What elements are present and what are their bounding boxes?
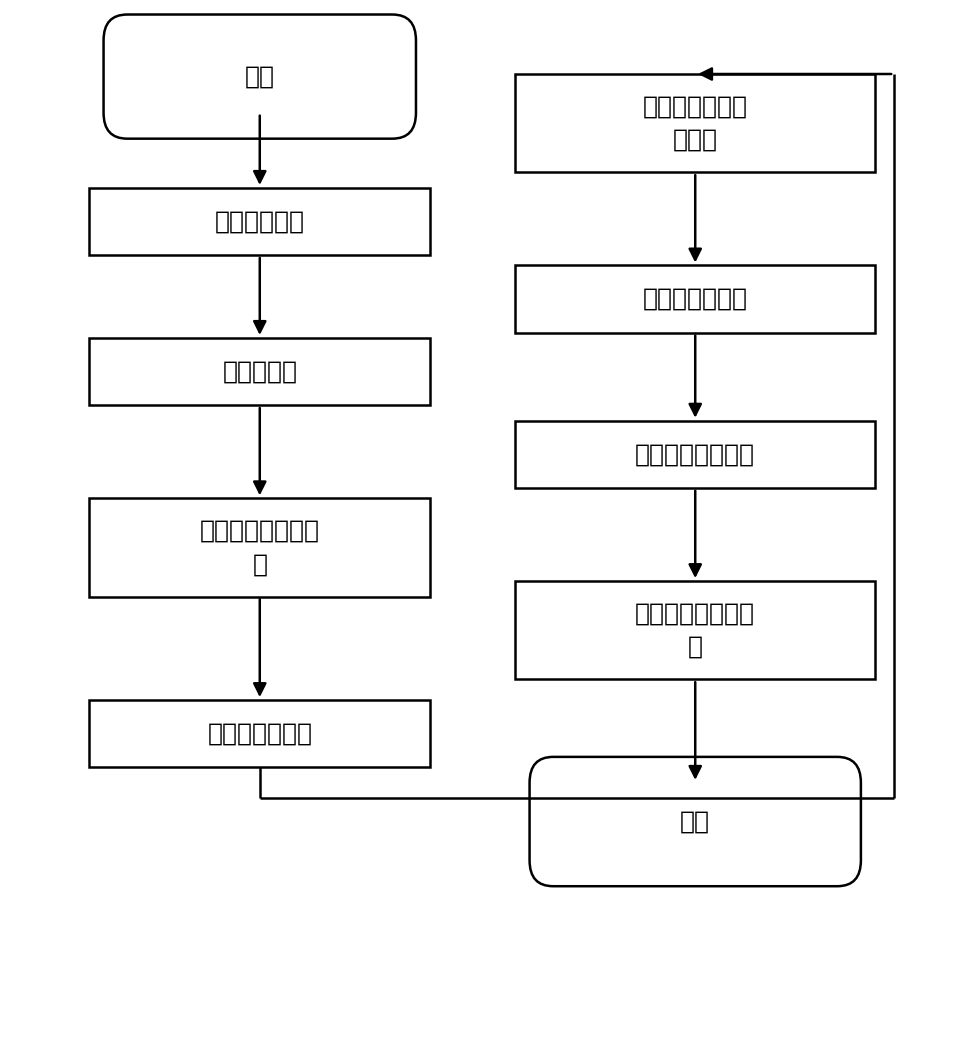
FancyBboxPatch shape — [103, 15, 416, 139]
FancyBboxPatch shape — [516, 420, 875, 488]
Text: 选择核函数进行映
射: 选择核函数进行映 射 — [200, 518, 320, 576]
Text: 求解协方差矩阵: 求解协方差矩阵 — [207, 722, 312, 746]
Text: 得出核主成分表达
式: 得出核主成分表达 式 — [635, 602, 755, 659]
FancyBboxPatch shape — [90, 499, 430, 597]
Text: 求解协方差矩阵: 求解协方差矩阵 — [643, 287, 748, 311]
FancyBboxPatch shape — [90, 188, 430, 256]
FancyBboxPatch shape — [90, 338, 430, 405]
Text: 结束: 结束 — [680, 809, 711, 833]
FancyBboxPatch shape — [90, 700, 430, 768]
Text: 选择核主成分个数: 选择核主成分个数 — [635, 442, 755, 466]
FancyBboxPatch shape — [516, 265, 875, 333]
Text: 数据标准化: 数据标准化 — [223, 360, 297, 384]
FancyBboxPatch shape — [530, 757, 860, 887]
Text: 开始: 开始 — [244, 65, 275, 89]
FancyBboxPatch shape — [516, 74, 875, 172]
Text: 求出特征向量、
特征值: 求出特征向量、 特征值 — [643, 95, 748, 152]
Text: 选取原始指标: 选取原始指标 — [215, 210, 305, 234]
FancyBboxPatch shape — [516, 581, 875, 679]
